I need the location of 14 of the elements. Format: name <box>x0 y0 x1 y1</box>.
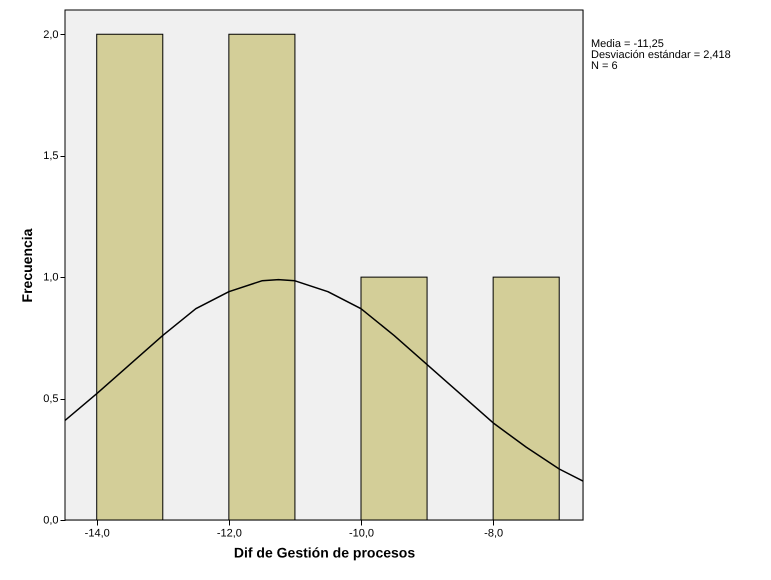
y-tick-label: 0,0 <box>43 514 58 526</box>
text: Desviación estándar = 2,418 <box>591 49 731 61</box>
text: N = 6 <box>591 60 618 72</box>
y-tick-label: 2,0 <box>43 28 58 41</box>
y-tick-label: 1,5 <box>43 150 58 162</box>
x-tick-label: -12,0 <box>216 528 242 540</box>
y-axis-title: Frecuencia <box>19 228 36 302</box>
y-tick-label: 0,5 <box>43 393 58 406</box>
x-axis-title: Dif de Gestión de procesos <box>234 544 416 560</box>
x-tick-label: -14,0 <box>84 528 110 540</box>
x-tick-label: -10,0 <box>348 528 374 540</box>
x-tick-label: -8,0 <box>484 528 504 540</box>
y-tick-label: 1,0 <box>43 272 58 284</box>
text: Media = -11,25 <box>591 38 664 50</box>
